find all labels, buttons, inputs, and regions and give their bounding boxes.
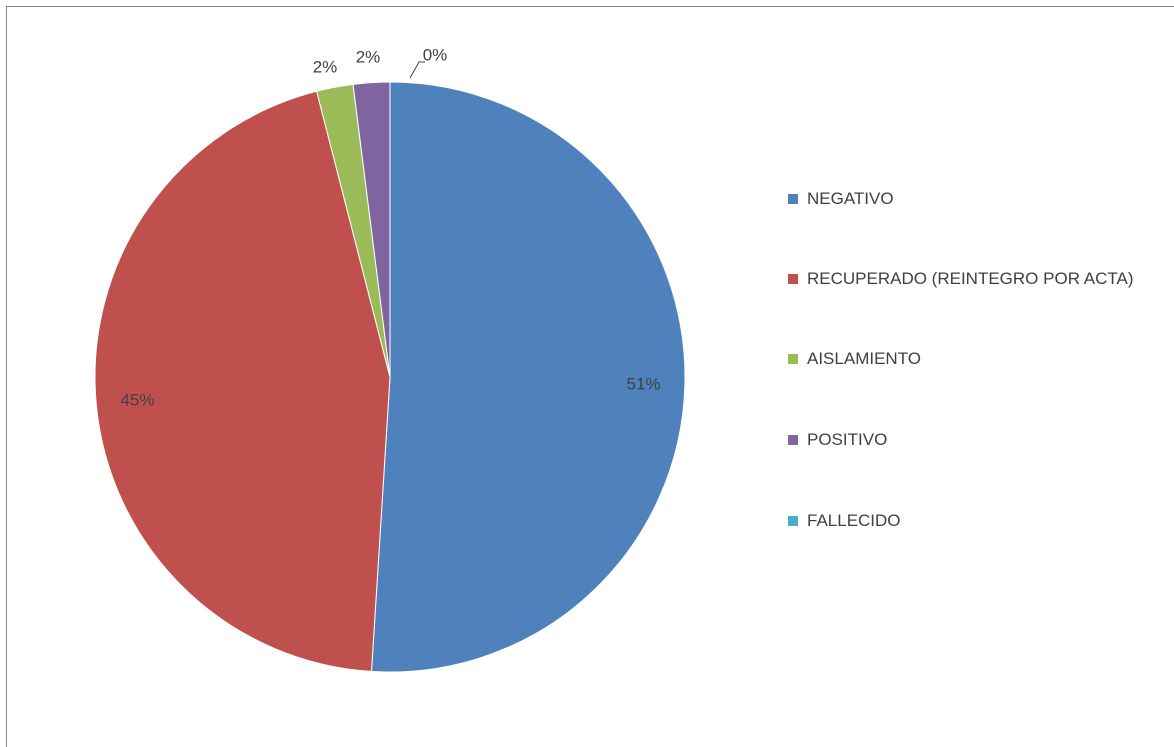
legend-item: POSITIVO [788,427,1137,453]
legend-label: RECUPERADO (REINTEGRO POR ACTA) [807,269,1134,288]
legend-swatch [788,274,798,284]
legend-swatch [788,194,798,204]
pie-slice [370,81,686,673]
pie-slice [94,90,391,672]
legend-label: POSITIVO [807,430,888,449]
legend-swatch [788,435,798,445]
data-label: 51% [627,374,661,393]
legend-item: NEGATIVO [788,186,1137,212]
legend-swatch [788,516,798,526]
legend-label: AISLAMIENTO [807,349,921,368]
legend-label: NEGATIVO [807,189,894,208]
legend-swatch [788,354,798,364]
legend-item: RECUPERADO (REINTEGRO POR ACTA) [788,266,1137,292]
legend-item: AISLAMIENTO [788,346,1137,372]
leader-line [409,61,425,79]
chart-border [6,6,1174,747]
data-label: 45% [120,390,154,409]
legend-item: FALLECIDO [788,508,1137,534]
data-label: 2% [356,47,381,66]
data-label: 2% [313,57,338,76]
legend-label: FALLECIDO [807,511,901,530]
data-label: 0% [423,45,448,64]
